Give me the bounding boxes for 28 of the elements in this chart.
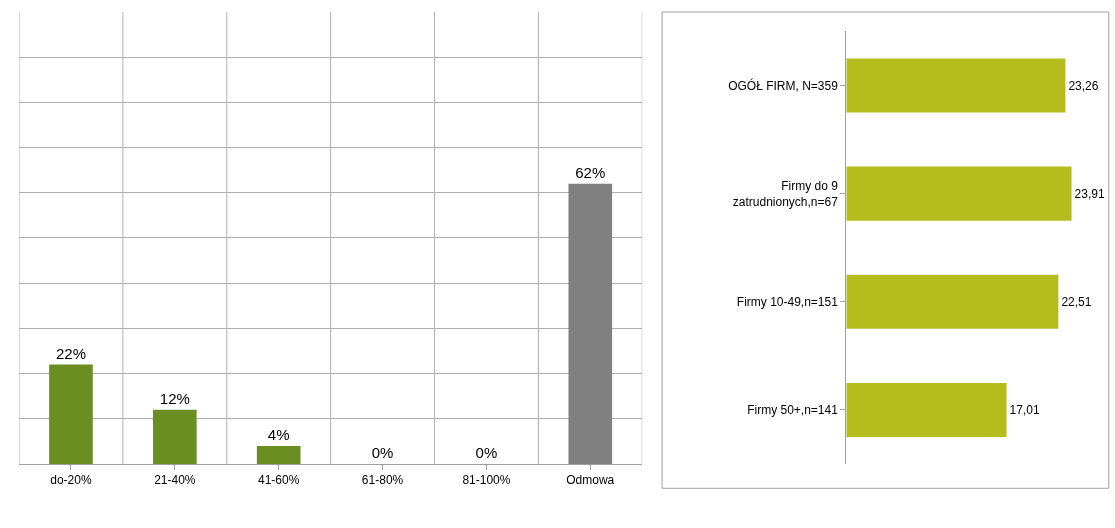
- x-tick-label: 41-60%: [258, 473, 300, 488]
- data-label: 22,51: [1061, 294, 1092, 309]
- bar: [846, 58, 1066, 113]
- bar: [568, 183, 613, 464]
- y-tick-label: Firmy 10-49,n=151: [736, 294, 839, 309]
- x-tick-label: Odmowa: [566, 473, 615, 488]
- bar: [153, 409, 197, 464]
- bar: [846, 166, 1072, 221]
- x-tick-label: 61-80%: [361, 473, 404, 488]
- data-label: 0%: [475, 443, 498, 461]
- data-label: 4%: [267, 425, 290, 443]
- bar: [846, 274, 1059, 329]
- data-label: 23,91: [1074, 186, 1105, 201]
- data-label: 22%: [55, 344, 86, 362]
- bar: [49, 364, 93, 464]
- bar: [256, 445, 301, 464]
- y-tick-label: Firmy do 9 zatrudnionych,n=67: [732, 179, 839, 209]
- y-tick-label: Firmy 50+,n=141: [747, 403, 839, 418]
- bar: [846, 382, 1007, 437]
- data-label: 17,01: [1009, 402, 1040, 417]
- x-tick-label: 81-100%: [462, 473, 511, 488]
- x-tick-label: do-20%: [50, 473, 92, 488]
- data-label: 62%: [575, 163, 606, 181]
- data-label: 23,26: [1068, 78, 1099, 93]
- x-tick-label: 21-40%: [154, 473, 196, 488]
- data-label: 12%: [159, 389, 190, 407]
- data-label: 0%: [371, 443, 394, 461]
- y-tick-label: OGÓŁ FIRM, N=359: [728, 77, 839, 93]
